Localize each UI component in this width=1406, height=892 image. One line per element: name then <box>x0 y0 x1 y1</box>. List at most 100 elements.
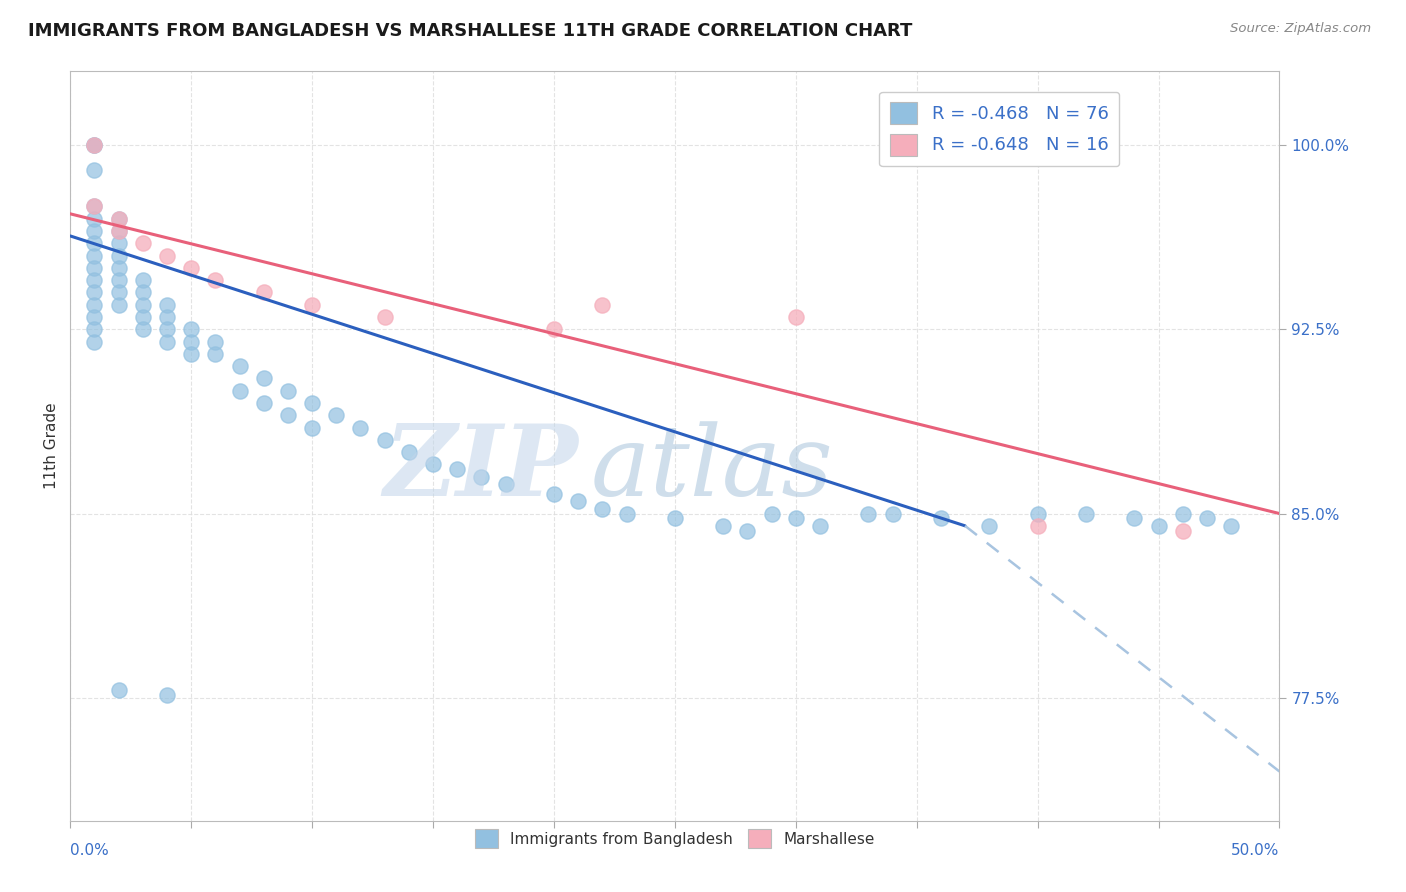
Point <box>107 273 129 287</box>
Point <box>83 298 105 312</box>
Point <box>858 507 880 521</box>
Point <box>107 249 129 263</box>
Point <box>180 322 202 336</box>
Point <box>929 511 952 525</box>
Point <box>156 298 179 312</box>
Point <box>107 224 129 238</box>
Point <box>301 396 323 410</box>
Point <box>204 273 226 287</box>
Point <box>470 469 492 483</box>
Point <box>253 285 276 300</box>
Point <box>446 462 468 476</box>
Point <box>132 298 155 312</box>
Point <box>132 273 155 287</box>
Point <box>277 409 299 423</box>
Point <box>107 298 129 312</box>
Point <box>1026 519 1049 533</box>
Point <box>543 322 565 336</box>
Text: Source: ZipAtlas.com: Source: ZipAtlas.com <box>1230 22 1371 36</box>
Point <box>83 310 105 324</box>
Point <box>107 683 129 698</box>
Point <box>737 524 759 538</box>
Point <box>591 501 613 516</box>
Point <box>495 477 517 491</box>
Point <box>132 322 155 336</box>
Point <box>83 260 105 275</box>
Point <box>664 511 686 525</box>
Point <box>374 310 396 324</box>
Text: 0.0%: 0.0% <box>70 843 110 858</box>
Text: IMMIGRANTS FROM BANGLADESH VS MARSHALLESE 11TH GRADE CORRELATION CHART: IMMIGRANTS FROM BANGLADESH VS MARSHALLES… <box>28 22 912 40</box>
Point <box>83 224 105 238</box>
Point <box>1195 511 1218 525</box>
Point <box>979 519 1001 533</box>
Point <box>1220 519 1243 533</box>
Point <box>785 511 807 525</box>
Point <box>83 273 105 287</box>
Point <box>325 409 347 423</box>
Point <box>1147 519 1170 533</box>
Point <box>808 519 831 533</box>
Point <box>253 396 276 410</box>
Point <box>180 347 202 361</box>
Point <box>301 420 323 434</box>
Point <box>591 298 613 312</box>
Y-axis label: 11th Grade: 11th Grade <box>44 402 59 490</box>
Point <box>83 138 105 153</box>
Point <box>83 199 105 213</box>
Point <box>107 211 129 226</box>
Point <box>277 384 299 398</box>
Point <box>83 322 105 336</box>
Point <box>107 224 129 238</box>
Point <box>132 236 155 251</box>
Point <box>83 211 105 226</box>
Point <box>107 285 129 300</box>
Point <box>83 334 105 349</box>
Point <box>156 334 179 349</box>
Point <box>374 433 396 447</box>
Text: ZIP: ZIP <box>384 420 578 516</box>
Point <box>228 384 250 398</box>
Point <box>1123 511 1146 525</box>
Point <box>349 420 371 434</box>
Point <box>180 334 202 349</box>
Point <box>156 322 179 336</box>
Point <box>785 310 807 324</box>
Point <box>1026 507 1049 521</box>
Point <box>1074 507 1097 521</box>
Point <box>83 249 105 263</box>
Point <box>107 260 129 275</box>
Point <box>156 689 179 703</box>
Text: atlas: atlas <box>591 421 832 516</box>
Point <box>1171 524 1194 538</box>
Point <box>398 445 420 459</box>
Text: 50.0%: 50.0% <box>1232 843 1279 858</box>
Point <box>83 138 105 153</box>
Point <box>83 199 105 213</box>
Point <box>132 310 155 324</box>
Point <box>616 507 638 521</box>
Point <box>204 347 226 361</box>
Point <box>253 371 276 385</box>
Point <box>204 334 226 349</box>
Point <box>83 162 105 177</box>
Point <box>156 310 179 324</box>
Point <box>156 249 179 263</box>
Point <box>228 359 250 373</box>
Point <box>180 260 202 275</box>
Point <box>83 285 105 300</box>
Point <box>132 285 155 300</box>
Point <box>301 298 323 312</box>
Legend: Immigrants from Bangladesh, Marshallese: Immigrants from Bangladesh, Marshallese <box>470 823 880 855</box>
Point <box>422 458 444 472</box>
Point <box>543 487 565 501</box>
Point <box>83 138 105 153</box>
Point <box>761 507 783 521</box>
Point <box>83 236 105 251</box>
Point <box>711 519 734 533</box>
Point <box>1171 507 1194 521</box>
Point <box>107 211 129 226</box>
Point <box>882 507 904 521</box>
Point <box>567 494 589 508</box>
Point <box>107 236 129 251</box>
